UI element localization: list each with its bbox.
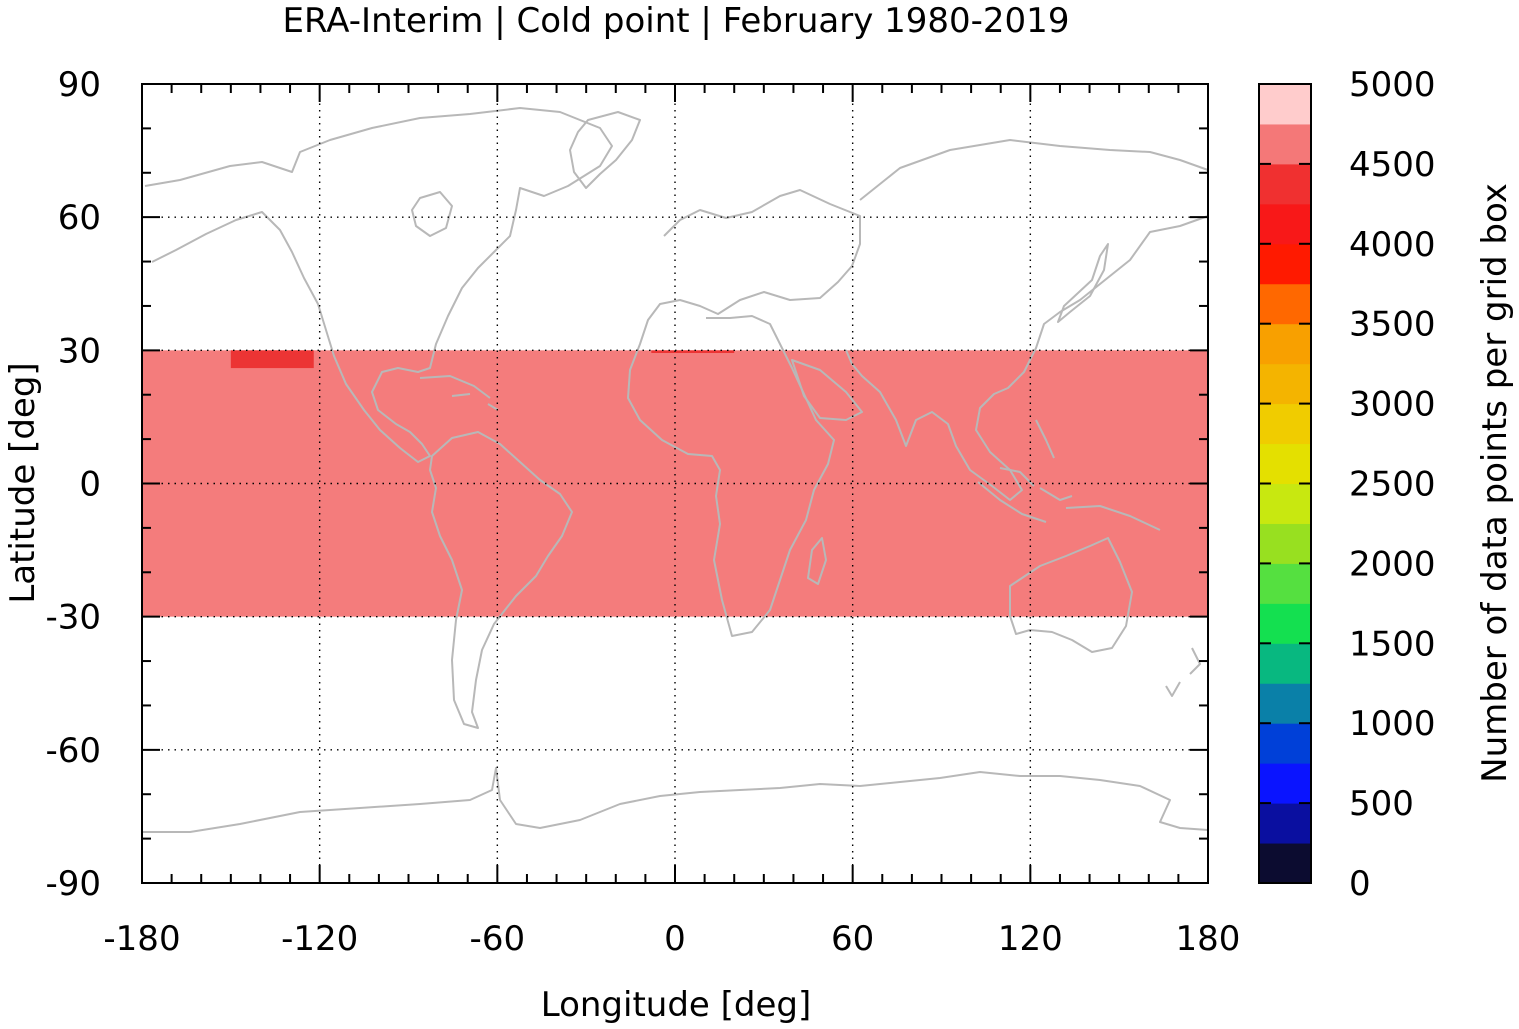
colorbar-tick-label: 2000 (1349, 544, 1436, 584)
colorbar-swatch (1259, 84, 1311, 125)
colorbar-swatch (1259, 843, 1311, 884)
coastline-antarctica (142, 767, 1209, 833)
colorbar-swatch (1259, 403, 1311, 445)
coastline-maritime-asia (977, 419, 1161, 531)
colorbar-swatch (1259, 283, 1311, 325)
colorbar: 0 500 1000 1500 2000 2500 3000 3500 4000 4500 5000 (1258, 65, 1436, 904)
colorbar-swatch (1259, 323, 1311, 365)
coastline-hudson-bay (411, 191, 453, 237)
x-tick-label: 180 (1176, 919, 1241, 959)
colorbar-swatch (1259, 563, 1311, 604)
coastline-australia (1009, 537, 1133, 653)
coastline-south-america (429, 431, 573, 729)
coastline-asia (845, 139, 1209, 501)
x-tick-label: 60 (831, 919, 874, 959)
colorbar-tick-label: 3500 (1349, 305, 1436, 345)
colorbar-swatch (1259, 203, 1311, 245)
grid (142, 84, 1208, 883)
minor-ticks (142, 84, 1208, 883)
heat-region-2 (651, 350, 735, 353)
colorbar-tick-label: 0 (1349, 864, 1371, 904)
coastline-africa-europe (627, 189, 861, 637)
colorbar-tick-label: 500 (1349, 784, 1414, 824)
y-axis: 90 60 30 0 -30 -60 -90 (45, 65, 101, 904)
chart-title: ERA-Interim | Cold point | February 1980… (283, 1, 1070, 41)
y-tick-label: 0 (79, 465, 101, 505)
y-tick-label: -30 (45, 598, 101, 638)
x-tick-label: -60 (470, 919, 526, 959)
colorbar-tick-label: 4000 (1349, 225, 1436, 265)
colorbar-swatch (1259, 123, 1311, 165)
colorbar-swatch (1259, 603, 1311, 644)
coastline-new-zealand (1165, 647, 1201, 697)
colorbar-label: Number of data points per grid box (1475, 183, 1515, 783)
y-tick-label: -60 (45, 731, 101, 771)
colorbar-swatch (1259, 683, 1311, 724)
colorbar-swatch (1259, 363, 1311, 405)
coastline-caribbean (419, 375, 499, 411)
colorbar-swatch (1259, 723, 1311, 764)
x-tick-label: 0 (664, 919, 686, 959)
y-tick-label: 90 (58, 65, 101, 105)
colorbar-swatch (1259, 803, 1311, 844)
x-axis: -180 -120 -60 0 60 120 180 (103, 919, 1240, 959)
x-axis-label: Longitude [deg] (541, 985, 812, 1025)
colorbar-swatch (1259, 643, 1311, 684)
colorbar-tick-label: 2500 (1349, 465, 1436, 505)
colorbar-swatch (1259, 163, 1311, 205)
colorbar-swatch (1259, 483, 1311, 524)
heat-region-1 (230, 350, 314, 369)
coastline-north-america (144, 107, 613, 463)
plot-area (141, 83, 1209, 884)
coastline-madagascar (807, 537, 827, 585)
x-tick-label: -120 (281, 919, 358, 959)
colorbar-tick-label: 1500 (1349, 624, 1436, 664)
x-tick-label: -180 (103, 919, 180, 959)
colorbar-tick-label: 5000 (1349, 65, 1436, 105)
coastlines (142, 107, 1209, 833)
coastline-japan (1057, 243, 1109, 323)
coastline-greenland (569, 111, 641, 189)
coastline-arabia (791, 359, 863, 421)
y-tick-label: 30 (58, 331, 101, 371)
colorbar-swatch (1259, 763, 1311, 804)
x-tick-label: 120 (998, 919, 1063, 959)
colorbar-swatch (1259, 243, 1311, 285)
y-axis-label: Latitude [deg] (3, 362, 43, 603)
colorbar-tick-label: 4500 (1349, 145, 1436, 185)
colorbar-tick-label: 3000 (1349, 385, 1436, 425)
colorbar-swatch (1259, 443, 1311, 484)
y-tick-label: -90 (45, 864, 101, 904)
colorbar-tick-label: 1000 (1349, 704, 1436, 744)
y-tick-label: 60 (58, 198, 101, 238)
colorbar-swatch (1259, 523, 1311, 564)
